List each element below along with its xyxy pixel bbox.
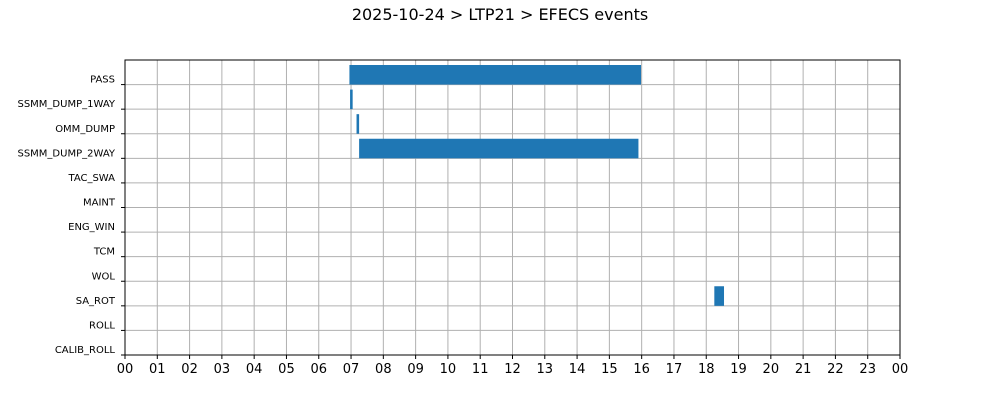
y-tick-label: PASS <box>90 75 115 86</box>
x-tick-label: 06 <box>310 362 327 377</box>
event-bar-pass <box>349 65 642 85</box>
x-tick-label: 14 <box>569 362 586 377</box>
y-tick-label: TAC_SWA <box>67 173 115 184</box>
y-tick-label: TCM <box>93 247 115 258</box>
x-tick-label: 13 <box>537 362 554 377</box>
x-tick-label: 18 <box>698 362 715 377</box>
x-tick-label: 08 <box>375 362 392 377</box>
x-tick-label: 03 <box>214 362 231 377</box>
y-tick-label: SSMM_DUMP_2WAY <box>17 148 115 159</box>
x-tick-label: 21 <box>795 362 812 377</box>
event-bar-ssmm-dump-2way <box>359 138 639 159</box>
y-tick-label: CALIB_ROLL <box>55 345 116 356</box>
x-tick-label: 05 <box>278 362 295 377</box>
y-tick-label: WOL <box>92 271 116 282</box>
x-tick-label: 19 <box>730 362 747 377</box>
chart-title: 2025-10-24 > LTP21 > EFECS events <box>351 5 649 24</box>
x-tick-label: 23 <box>859 362 876 377</box>
x-tick-label: 10 <box>440 362 457 377</box>
x-tick-label: 00 <box>117 362 134 377</box>
x-tick-label: 15 <box>601 362 618 377</box>
x-tick-label: 22 <box>827 362 844 377</box>
x-tick-label: 07 <box>343 362 360 377</box>
y-tick-label: SSMM_DUMP_1WAY <box>17 99 115 110</box>
x-tick-label: 01 <box>149 362 166 377</box>
y-tick-label: OMM_DUMP <box>55 124 115 135</box>
x-tick-label: 20 <box>763 362 780 377</box>
event-bar-sa-rot <box>714 286 725 306</box>
x-tick-label: 09 <box>407 362 424 377</box>
y-tick-label: SA_ROT <box>76 296 116 307</box>
event-bar-ssmm-dump-1way <box>350 89 353 110</box>
x-tick-label: 17 <box>666 362 683 377</box>
x-tick-label: 16 <box>633 362 650 377</box>
x-tick-label: 04 <box>246 362 263 377</box>
event-bar-omm-dump <box>356 114 360 134</box>
y-tick-label: ENG_WIN <box>68 222 115 233</box>
y-tick-label: MAINT <box>83 198 116 209</box>
x-tick-label: 02 <box>181 362 198 377</box>
y-tick-label: ROLL <box>89 320 115 331</box>
x-tick-label: 00 <box>892 362 909 377</box>
x-tick-label: 12 <box>504 362 521 377</box>
x-tick-label: 11 <box>472 362 489 377</box>
